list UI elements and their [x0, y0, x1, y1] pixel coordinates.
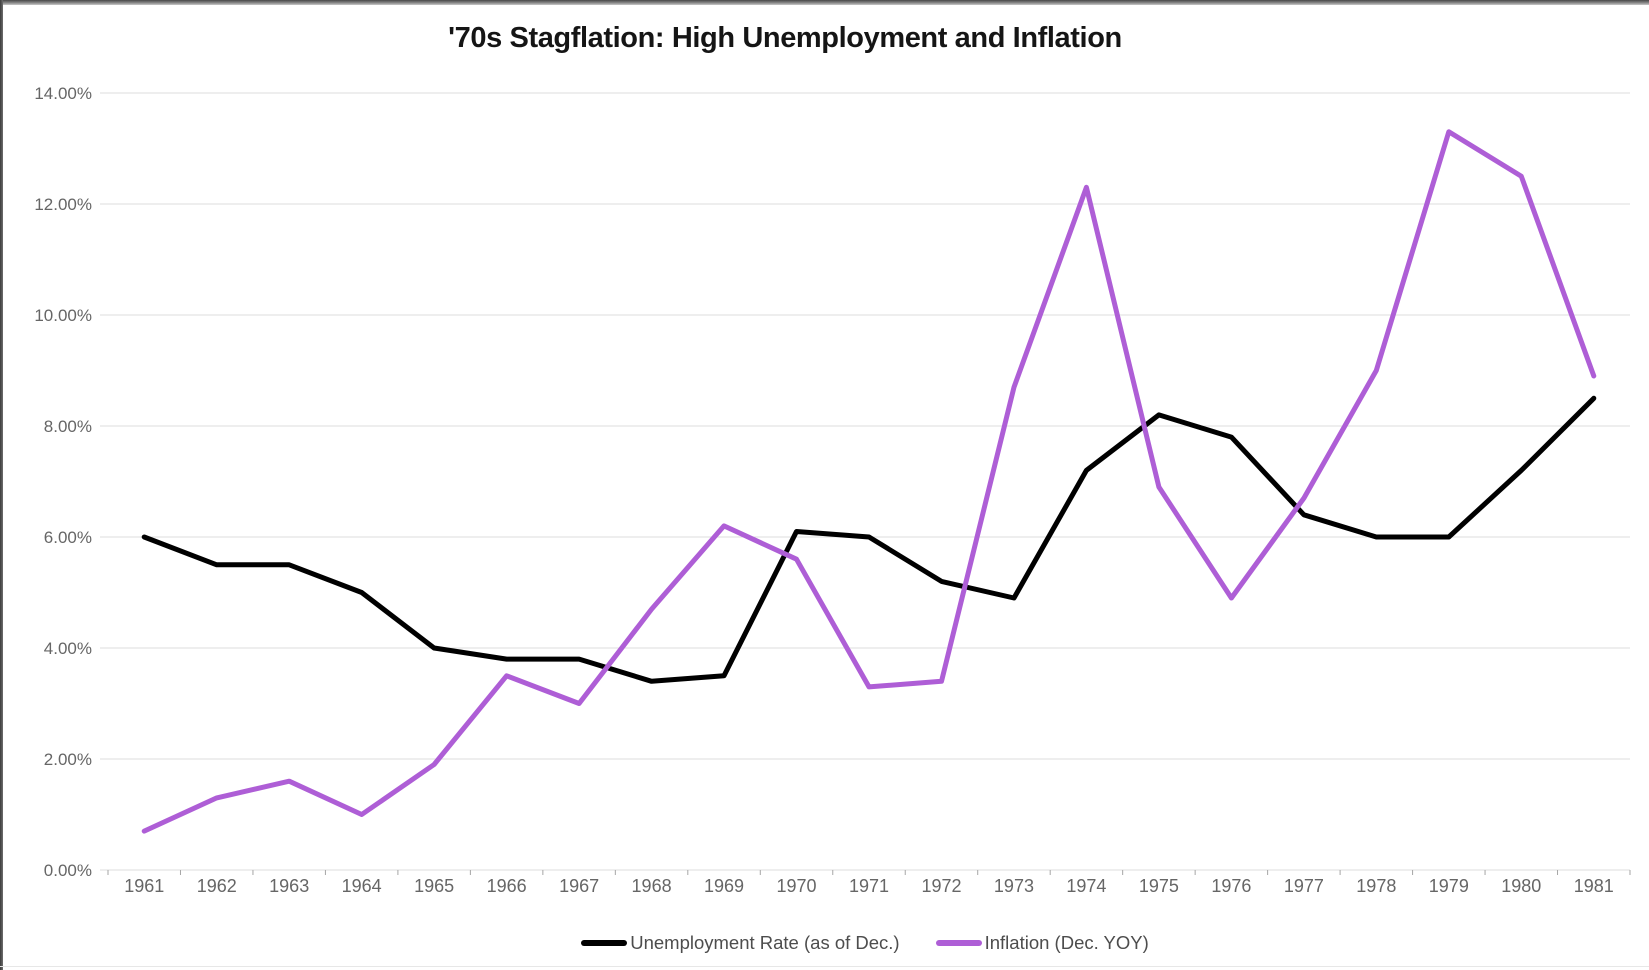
x-axis-label: 1969 — [704, 876, 744, 896]
x-axis-label: 1965 — [414, 876, 454, 896]
chart-title: '70s Stagflation: High Unemployment and … — [448, 22, 1122, 54]
legend-item-inflation[interactable]: Inflation (Dec. YOY) — [935, 932, 1149, 954]
unemployment-line-swatch — [581, 940, 628, 946]
x-axis-label: 1961 — [124, 876, 164, 896]
plot-area: 0.00% 2.00% 4.00% 6.00% 8.00% 10.00% 12.00% 14.… — [34, 84, 1631, 896]
x-axis-label: 1972 — [921, 876, 961, 896]
window-top-edge — [0, 0, 1649, 5]
y-axis-label: 4.00% — [44, 639, 92, 658]
x-axis-label: 1977 — [1284, 876, 1324, 896]
legend-label-inflation: Inflation (Dec. YOY) — [984, 932, 1149, 953]
x-axis-label: 1971 — [849, 876, 889, 896]
x-axis-label: 1967 — [559, 876, 599, 896]
y-axis-label: 2.00% — [44, 750, 92, 769]
x-axis-label: 1963 — [269, 876, 309, 896]
legend: Unemployment Rate (as of Dec.) Inflation… — [100, 932, 1630, 954]
x-axis-label: 1981 — [1574, 876, 1614, 896]
y-axis-label: 6.00% — [44, 528, 92, 547]
y-axis-label: 8.00% — [44, 417, 92, 436]
x-axis-label: 1973 — [994, 876, 1034, 896]
legend-label-unemployment: Unemployment Rate (as of Dec.) — [630, 932, 900, 953]
y-axis-label: 10.00% — [34, 306, 92, 325]
x-axis-label: 1968 — [632, 876, 672, 896]
x-axis-label: 1964 — [342, 876, 382, 896]
x-axis-label: 1962 — [197, 876, 237, 896]
x-axis-label: 1979 — [1429, 876, 1469, 896]
x-axis-label: 1975 — [1139, 876, 1179, 896]
x-axis-label: 1976 — [1211, 876, 1251, 896]
x-axis-label: 1966 — [487, 876, 527, 896]
x-axis-label: 1970 — [777, 876, 817, 896]
window-bottom-edge — [0, 966, 1649, 967]
inflation-series-line[interactable] — [141, 129, 1597, 834]
unemployment-series-line[interactable] — [141, 395, 1597, 684]
window-left-edge — [0, 0, 3, 970]
legend-item-unemployment[interactable]: Unemployment Rate (as of Dec.) — [581, 932, 900, 954]
y-axis-label: 12.00% — [34, 195, 92, 214]
x-axis-label: 1980 — [1501, 876, 1541, 896]
inflation-line-swatch — [935, 940, 982, 946]
y-axis-label: 14.00% — [34, 84, 92, 103]
x-axis-label: 1978 — [1356, 876, 1396, 896]
y-axis-label: 0.00% — [44, 861, 92, 880]
x-axis-label: 1974 — [1066, 876, 1106, 896]
